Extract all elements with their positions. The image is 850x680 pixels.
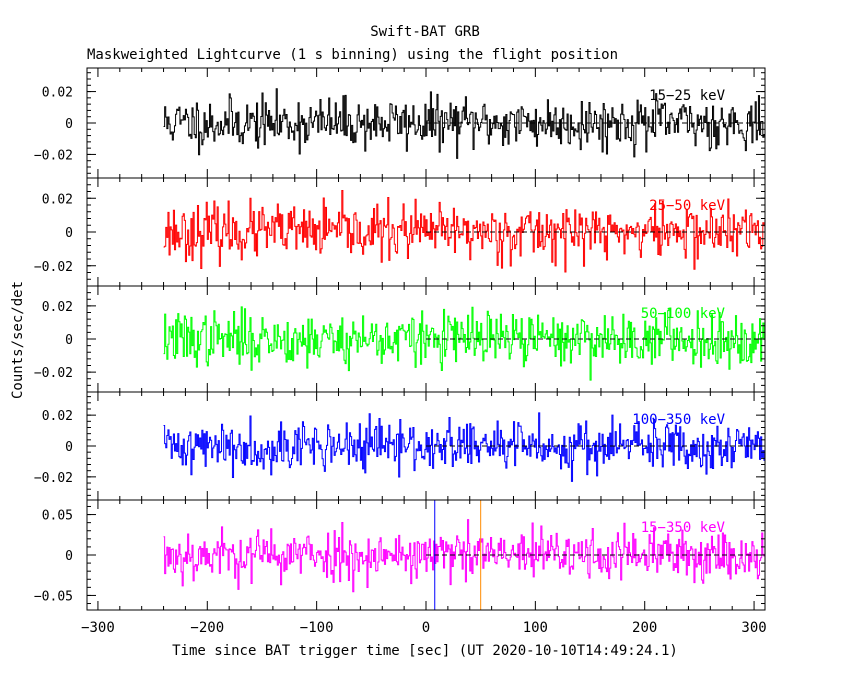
y-tick-label: −0.02 <box>34 366 73 381</box>
y-tick-label: 0.02 <box>42 192 73 207</box>
x-tick-label: −300 <box>81 620 115 636</box>
y-tick-label: 0 <box>65 226 73 241</box>
series-line-5 <box>163 519 765 593</box>
x-tick-label: 300 <box>741 620 766 636</box>
y-tick-label: 0.02 <box>42 409 73 424</box>
y-tick-label: 0 <box>65 333 73 348</box>
panel-5: 0.05 0 −0.05 15−350 keV <box>34 499 766 611</box>
x-axis-label: Time since BAT trigger time [sec] (UT 20… <box>172 643 678 659</box>
y-tick-label: −0.02 <box>34 471 73 486</box>
y-tick-label: 0 <box>65 440 73 455</box>
y-tick-label: −0.05 <box>34 589 73 604</box>
panel-2: 0.02 0 −0.02 25−50 keV <box>34 177 766 287</box>
panel-3: 0.02 0 −0.02 50−100 keV <box>34 285 766 393</box>
y-tick-label: 0.02 <box>42 300 73 315</box>
series-line-1 <box>163 88 765 159</box>
series-line-4 <box>163 412 765 482</box>
series-line-2 <box>163 189 765 273</box>
y-tick-label: −0.02 <box>34 260 73 275</box>
chart-subtitle: Maskweighted Lightcurve (1 s binning) us… <box>87 47 618 63</box>
series-label-1: 15−25 keV <box>649 88 725 104</box>
series-label-3: 50−100 keV <box>641 306 726 322</box>
series-line-3 <box>163 306 765 381</box>
y-tick-label: 0 <box>65 549 73 564</box>
series-label-4: 100−350 keV <box>632 412 725 428</box>
x-tick-label: −100 <box>300 620 334 636</box>
series-label-2: 25−50 keV <box>649 198 725 214</box>
y-tick-label: 0 <box>65 117 73 132</box>
x-tick-label: 200 <box>632 620 657 636</box>
panel-1: 0.02 0 −0.02 15−25 keV <box>34 67 766 179</box>
panel-4: 0.02 0 −0.02 100−350 keV <box>34 391 766 501</box>
series-label-5: 15−350 keV <box>641 520 726 536</box>
y-tick-label: 0.05 <box>42 509 73 524</box>
x-tick-label: 100 <box>523 620 548 636</box>
y-tick-label: 0.02 <box>42 86 73 101</box>
chart-title: Swift-BAT GRB <box>370 24 480 40</box>
x-tick-label: 0 <box>422 620 430 636</box>
x-tick-label: −200 <box>190 620 224 636</box>
y-axis-label: Counts/sec/det <box>10 281 26 399</box>
y-tick-label: −0.02 <box>34 148 73 163</box>
